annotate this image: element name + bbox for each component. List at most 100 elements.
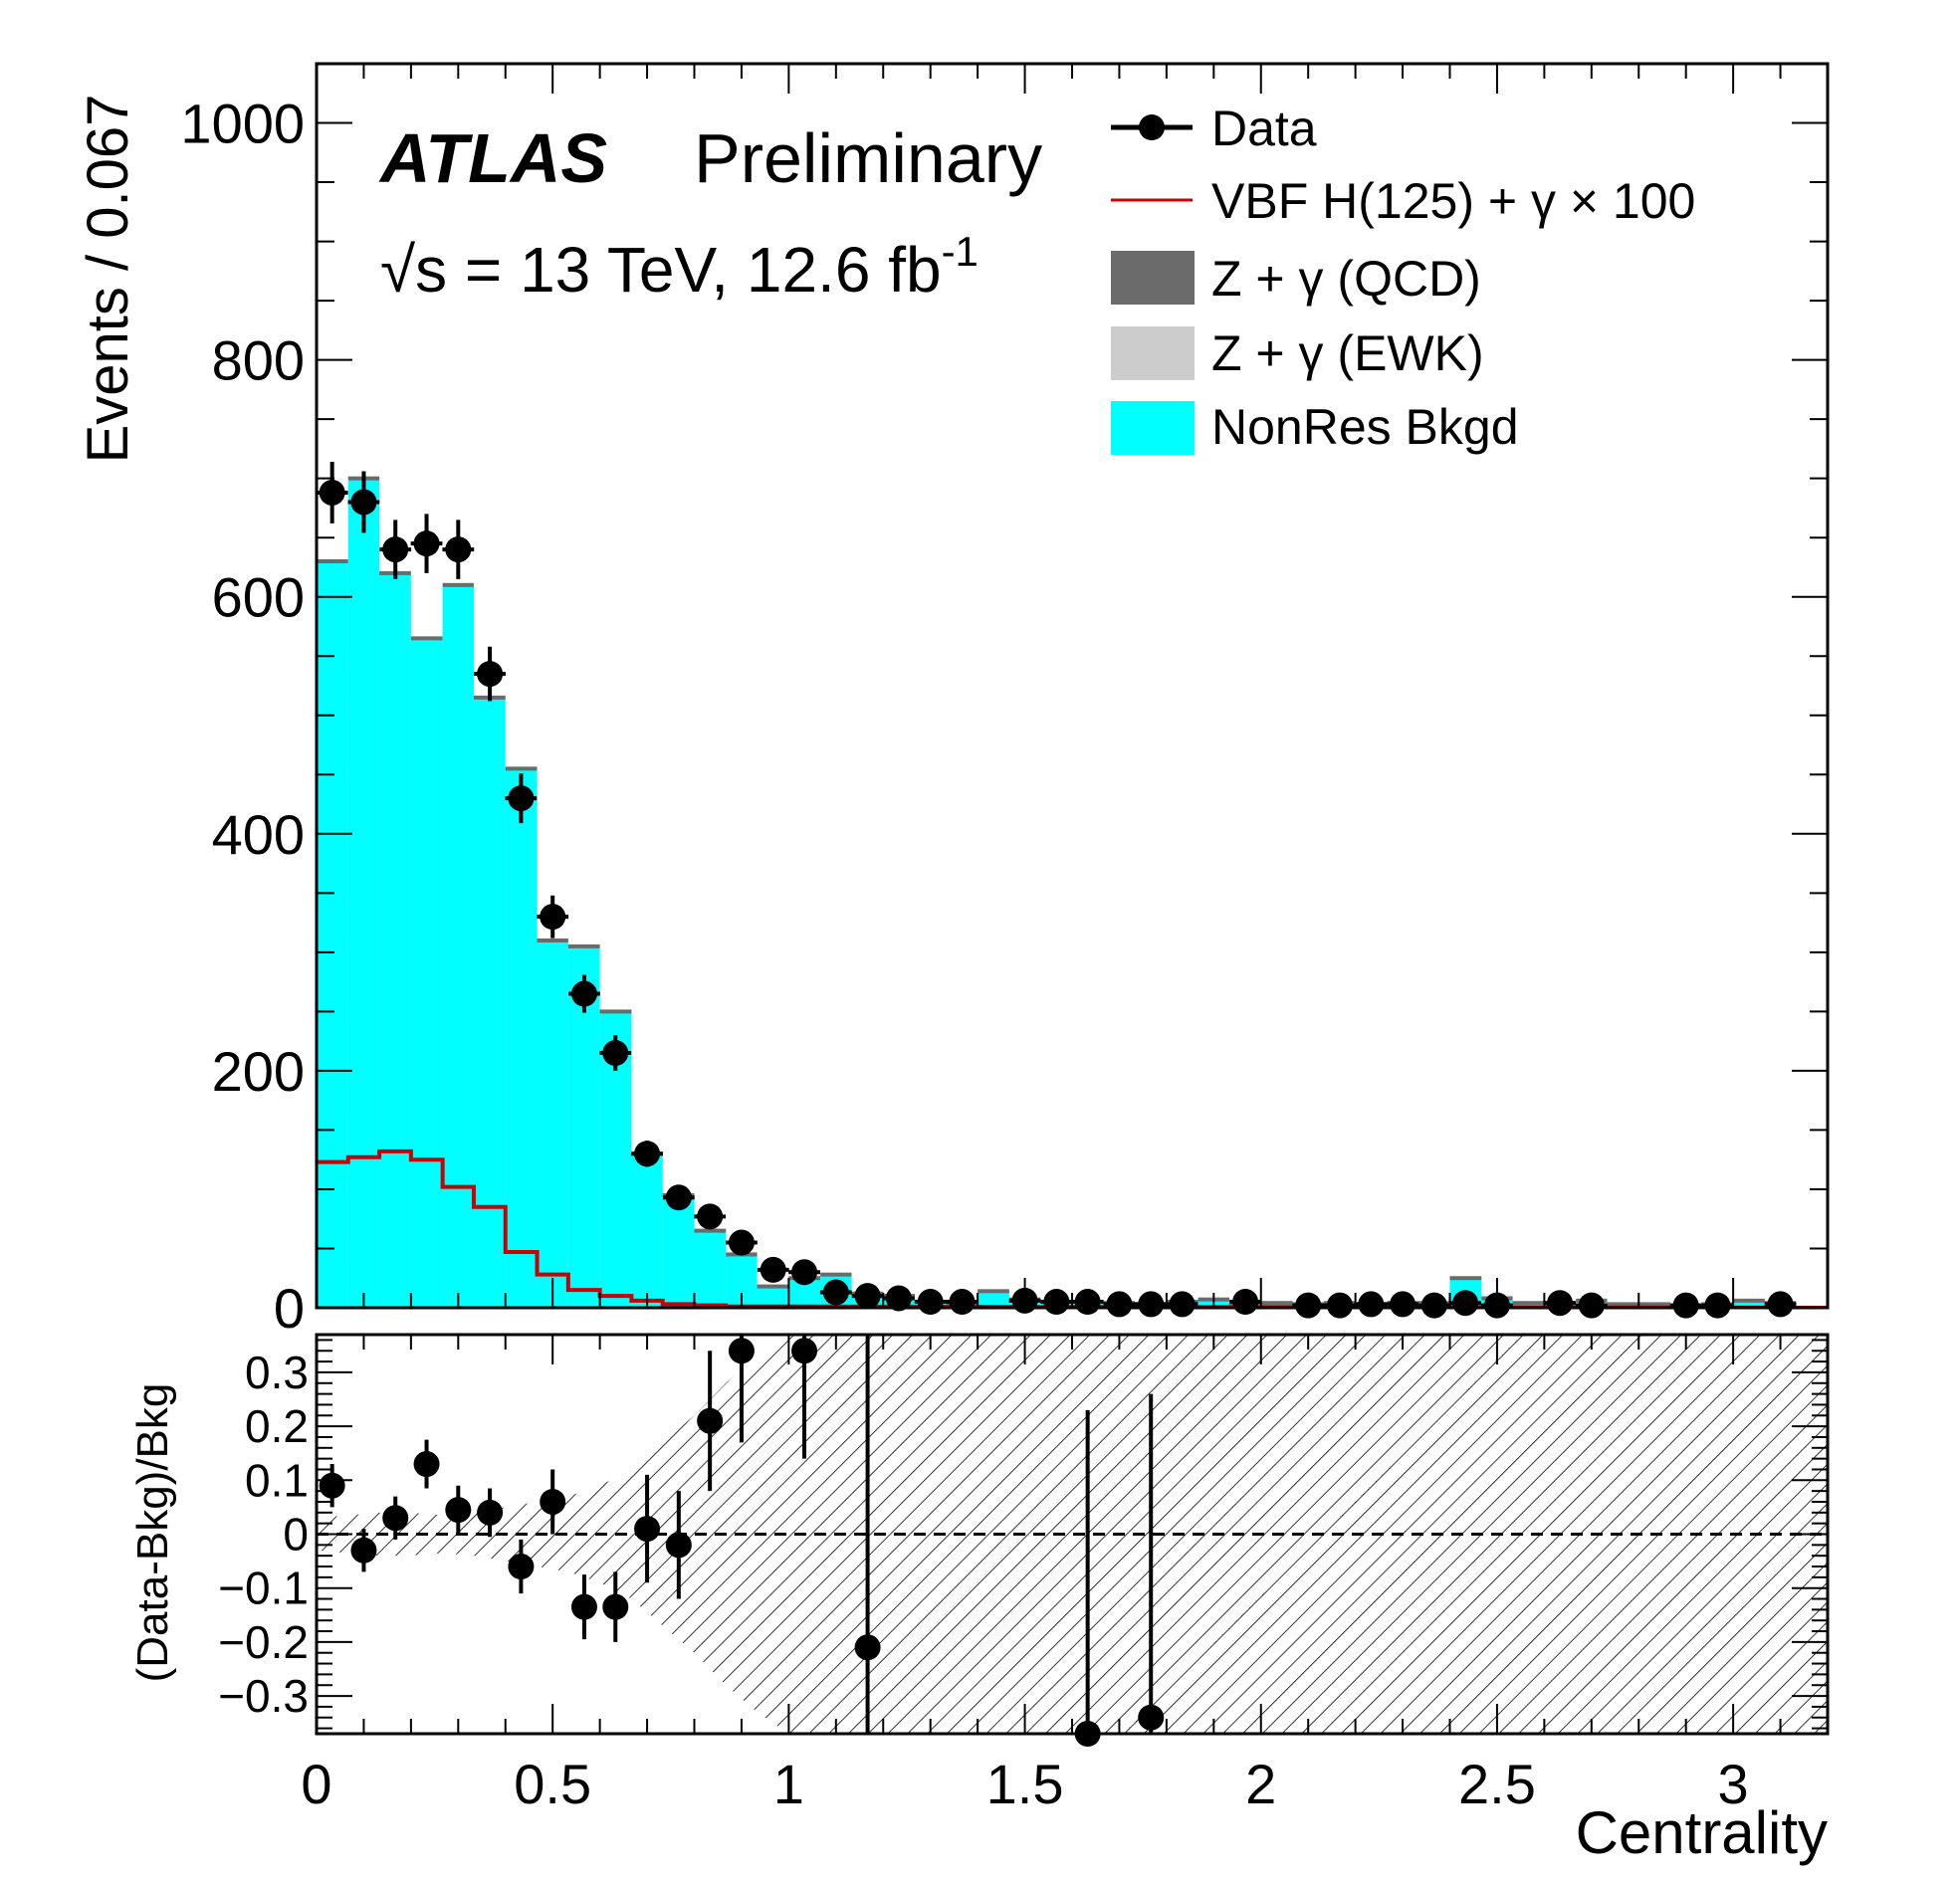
qcd-bar	[978, 1289, 1009, 1294]
qcd-bar	[1449, 1276, 1482, 1281]
ratio-point	[350, 1537, 377, 1564]
nonres-bkgd-bar	[662, 1194, 695, 1308]
ratio-point	[508, 1554, 535, 1580]
nonres-bkgd-histogram	[317, 476, 1797, 1308]
legend-label-vbf: VBF H(125) + γ × 100	[1211, 173, 1695, 229]
legend-label-data: Data	[1211, 101, 1317, 156]
main-x-ticks	[316, 64, 1829, 1308]
nonres-bkgd-bar	[473, 697, 506, 1308]
data-point	[602, 1040, 629, 1067]
ratio-y-axis-label: (Data-Bkg)/Bkg	[128, 1383, 177, 1683]
nonres-bkgd-bar	[410, 638, 443, 1308]
ratio-y-tick-label: 0.1	[245, 1454, 309, 1506]
qcd-bar	[599, 1009, 632, 1014]
data-point	[382, 536, 409, 563]
ratio-y-tick-label: −0.1	[218, 1563, 309, 1614]
ratio-point	[382, 1505, 409, 1532]
ratio-point	[854, 1634, 881, 1661]
data-point	[822, 1279, 849, 1306]
ratio-point	[602, 1593, 629, 1620]
nonres-bkgd-bar	[694, 1230, 727, 1308]
qcd-bar	[1638, 1302, 1671, 1307]
ratio-point	[319, 1472, 345, 1499]
energy-lumi-prefix: √s = 13 TeV, 12.6 fb	[380, 234, 942, 306]
ratio-y-tick-label: −0.3	[218, 1670, 309, 1722]
legend-ewk-swatch	[1111, 326, 1195, 380]
legend: Data VBF H(125) + γ × 100 Z + γ (QCD) Z …	[1111, 101, 1695, 455]
qcd-bar	[757, 1284, 789, 1289]
ratio-points-group	[319, 1335, 1165, 1747]
qcd-bar	[567, 943, 600, 948]
legend-entry-nonres: NonRes Bkgd	[1111, 399, 1519, 455]
main-y-tick-label: 200	[212, 1040, 305, 1103]
x-tick-label: 2	[1245, 1753, 1276, 1815]
data-point	[665, 1184, 692, 1211]
qcd-bar	[317, 559, 348, 563]
ratio-point	[728, 1338, 755, 1364]
qcd-bar	[1260, 1301, 1293, 1306]
data-point	[319, 479, 345, 506]
nonres-bkgd-bar	[317, 561, 348, 1308]
ratio-point	[570, 1593, 597, 1620]
legend-data-marker	[1139, 114, 1165, 140]
data-point	[570, 980, 597, 1007]
qcd-bar	[505, 766, 538, 771]
uncertainty-band-group	[317, 1335, 1828, 1734]
legend-label-nonres: NonRes Bkgd	[1211, 399, 1519, 455]
data-point	[1452, 1290, 1479, 1317]
legend-entry-ewk: Z + γ (EWK)	[1111, 325, 1484, 381]
legend-label-ewk: Z + γ (EWK)	[1211, 325, 1484, 381]
x-axis-label: Centrality	[1576, 1799, 1828, 1866]
legend-entry-data: Data	[1111, 101, 1317, 156]
data-point	[1326, 1292, 1353, 1319]
qcd-bar	[1512, 1301, 1545, 1306]
data-point	[1074, 1289, 1101, 1316]
ratio-y-tick-label: 0.3	[245, 1347, 309, 1398]
data-point	[1358, 1291, 1385, 1318]
preliminary-label: Preliminary	[694, 119, 1042, 197]
energy-lumi-label: √s = 13 TeV, 12.6 fb-1	[380, 228, 979, 306]
x-tick-label: 1	[773, 1753, 804, 1815]
qcd-bar	[1607, 1302, 1639, 1307]
x-tick-label: 3	[1718, 1753, 1749, 1815]
data-point	[760, 1256, 786, 1283]
qcd-bar	[410, 636, 443, 641]
main-panel: 0 200 400 600 800 1000 Events / 0.067 ATLAS P…	[76, 62, 1830, 1340]
legend-label-qcd: Z + γ (QCD)	[1211, 251, 1481, 307]
ratio-point	[697, 1407, 724, 1434]
qcd-bar	[537, 938, 568, 942]
ratio-point	[477, 1499, 504, 1526]
legend-nonres-swatch	[1111, 401, 1195, 455]
data-point	[1169, 1291, 1196, 1318]
data-point	[350, 489, 377, 516]
main-y-tick-label: 400	[212, 803, 305, 866]
data-point	[791, 1259, 818, 1286]
ratio-point	[1138, 1704, 1165, 1731]
data-point	[634, 1141, 661, 1167]
data-point	[1138, 1291, 1165, 1318]
data-point	[949, 1289, 976, 1316]
data-point	[1043, 1289, 1070, 1316]
ratio-panel: 0 0.5 1 1.5 2 2.5 3 −0.3−0.2−0.100.10.20.3 (Da…	[128, 1333, 1830, 1866]
vbf-signal-line	[317, 1149, 1828, 1308]
ratio-point	[665, 1532, 692, 1559]
nonres-bkgd-bar	[537, 940, 568, 1308]
data-point	[477, 661, 504, 688]
data-point	[885, 1285, 912, 1312]
ratio-y-tick-label: −0.2	[218, 1616, 309, 1668]
main-y-ticks: 0 200 400 600 800 1000	[180, 93, 1828, 1340]
nonres-bkgd-bar	[442, 584, 474, 1308]
nonres-bkgd-bar	[631, 1153, 663, 1308]
data-point	[854, 1283, 881, 1310]
data-point	[1547, 1290, 1574, 1317]
ratio-point	[540, 1488, 566, 1515]
data-point	[728, 1229, 755, 1256]
nonres-bkgd-bar	[379, 572, 411, 1308]
x-tick-label: 0.5	[514, 1753, 591, 1815]
ratio-y-tick-label: 0	[283, 1509, 309, 1561]
ratio-y-tick-label: 0.2	[245, 1400, 309, 1452]
nonres-bkgd-bar	[978, 1291, 1009, 1308]
ratio-point	[634, 1516, 661, 1543]
data-point	[1420, 1292, 1447, 1319]
